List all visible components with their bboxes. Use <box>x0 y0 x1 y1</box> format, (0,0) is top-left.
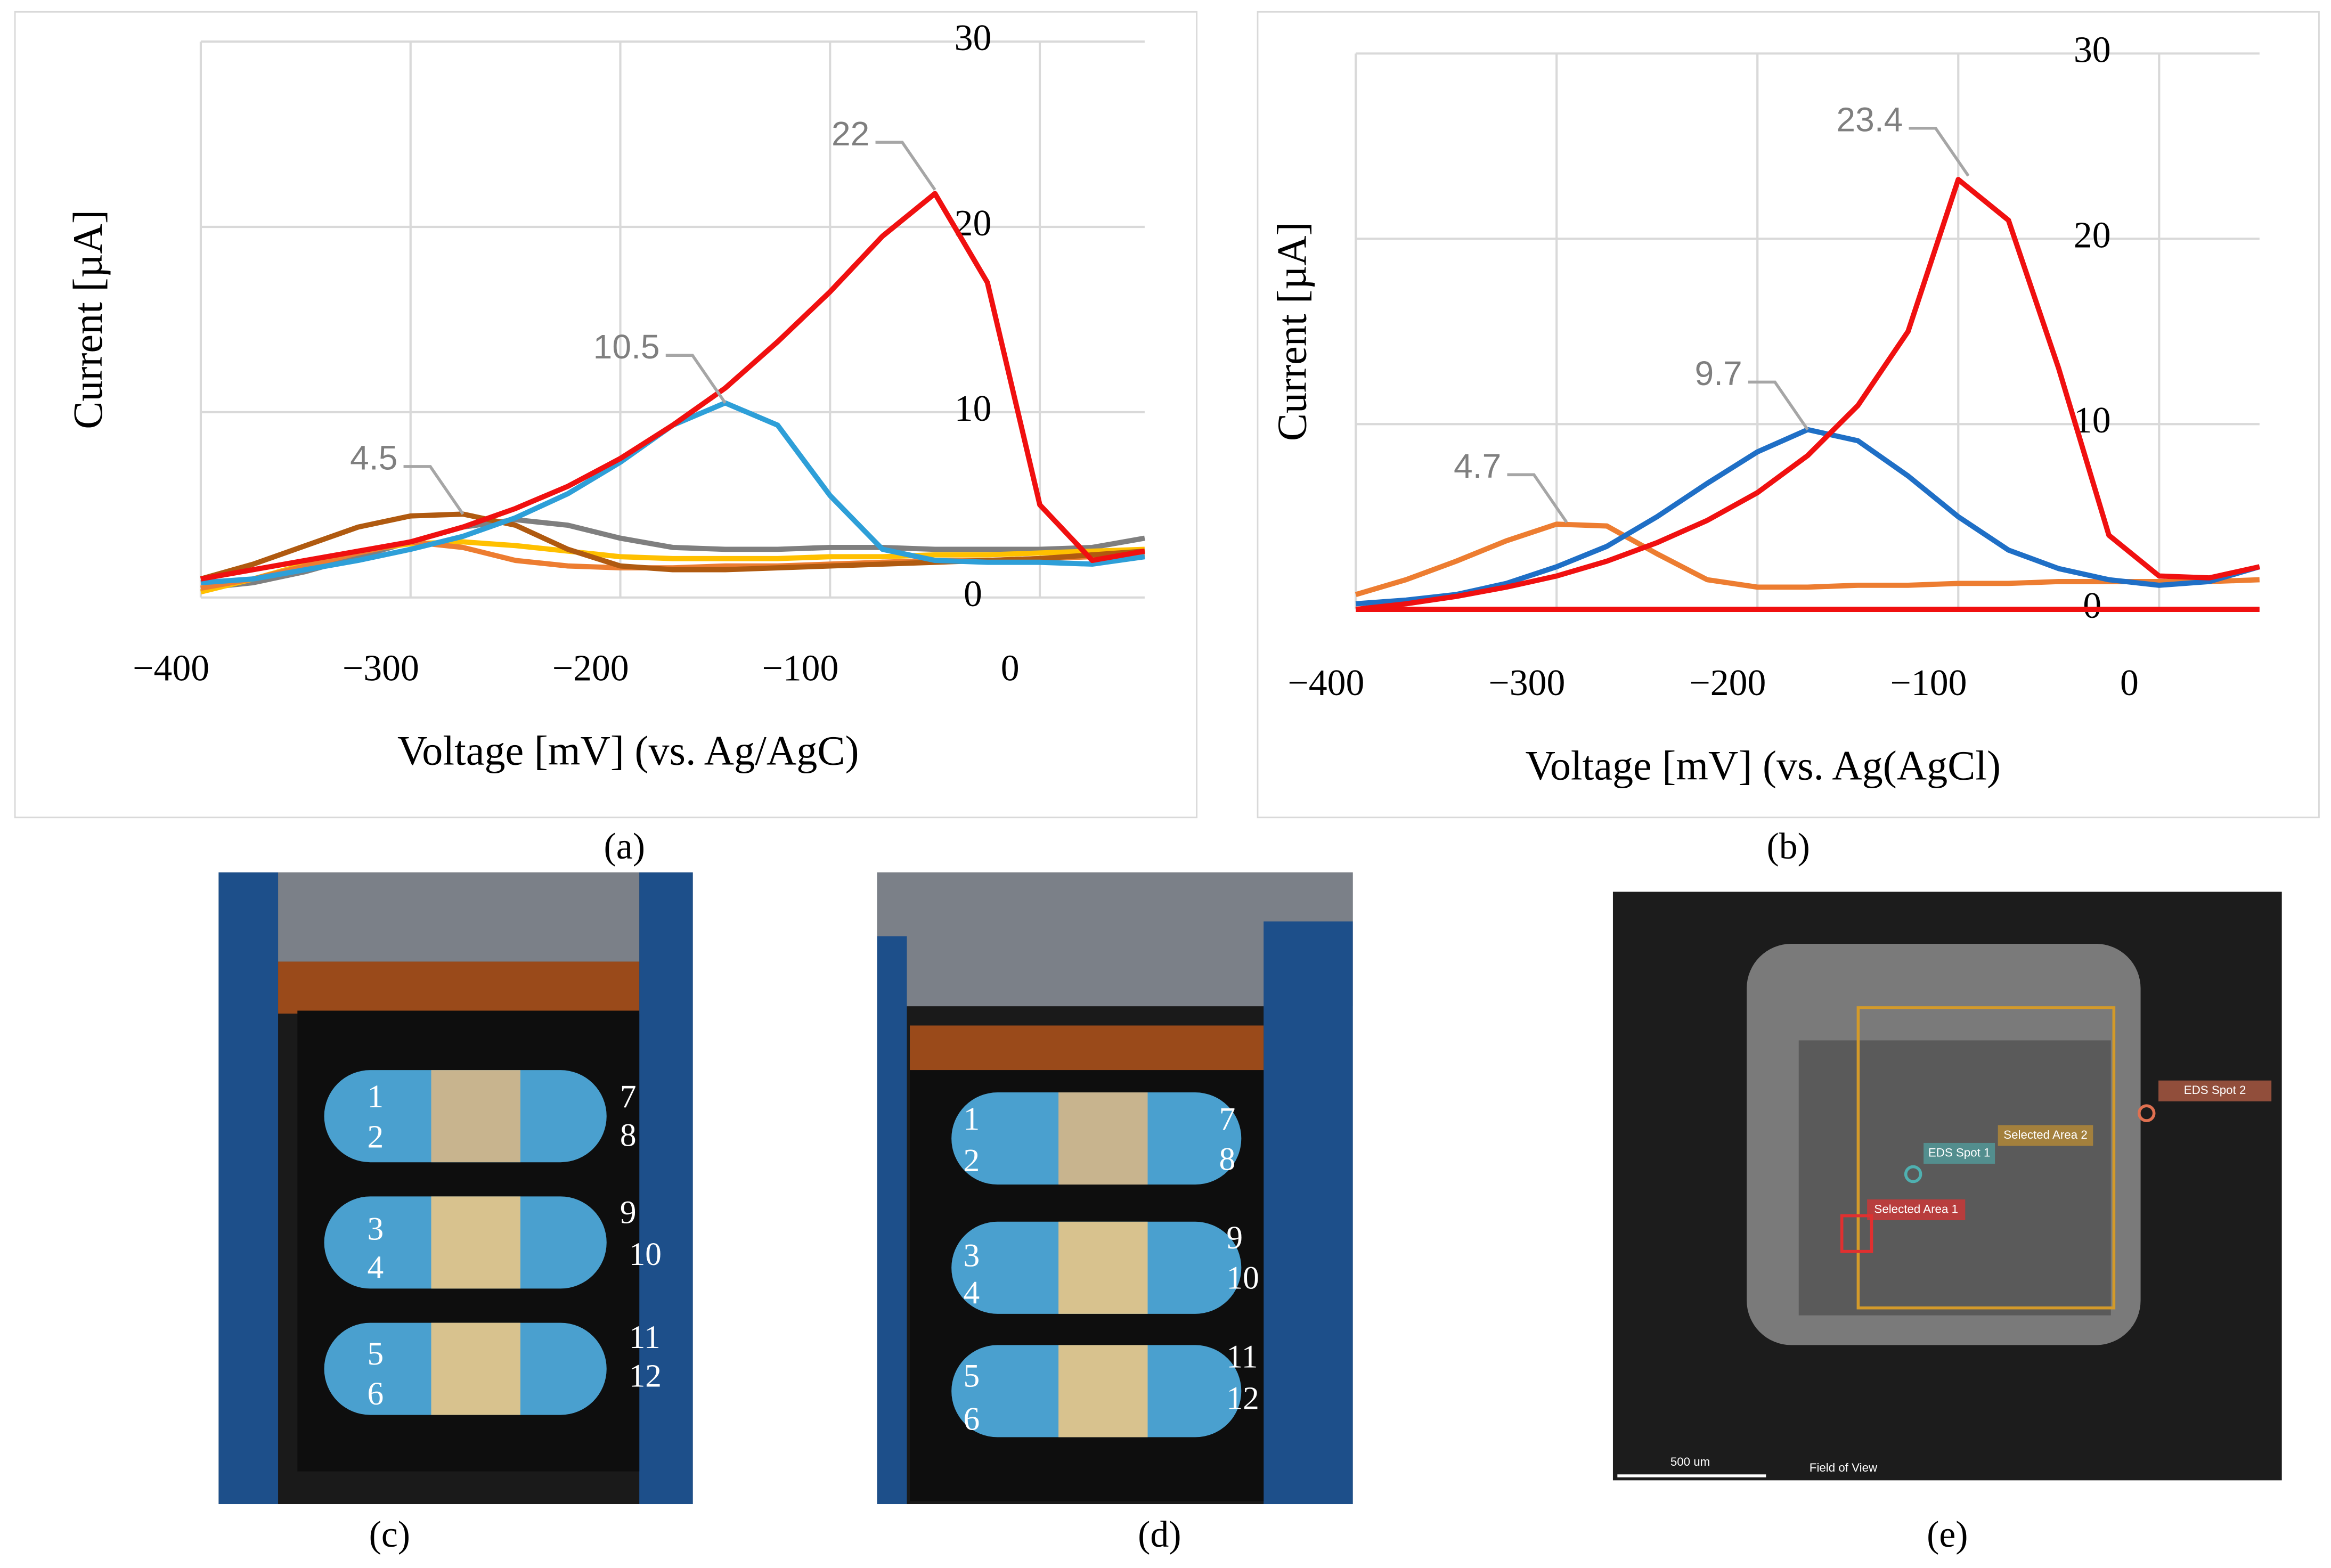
photo-e <box>1612 892 2282 1481</box>
photo-c <box>218 872 693 1505</box>
x-tick-label: −300 <box>1488 663 1565 704</box>
series-line <box>200 517 1145 591</box>
series-line <box>1355 177 2260 612</box>
photo-label: 4 <box>367 1250 384 1286</box>
photo-label: 9 <box>620 1195 637 1231</box>
photo-label: EDS Spot 1 <box>1928 1146 1991 1159</box>
panel-b-frame <box>1257 11 2320 819</box>
photo-label: 6 <box>367 1376 384 1412</box>
y-tick-label: 0 <box>964 574 982 615</box>
photo-label: 2 <box>963 1142 980 1179</box>
panel-caption: (a) <box>604 826 645 867</box>
x-tick-label: −200 <box>1689 663 1766 704</box>
photo-label: 7 <box>1219 1101 1235 1137</box>
photo-label: 2 <box>367 1118 384 1155</box>
annotation-leader <box>1909 126 1970 177</box>
x-tick-label: 0 <box>2120 663 2139 704</box>
photo-label: EDS Spot 2 <box>2184 1083 2246 1097</box>
y-tick-label: 20 <box>2074 215 2111 256</box>
photo-label: 10 <box>629 1236 662 1272</box>
x-tick-label: −100 <box>1890 663 1967 704</box>
photo-d <box>877 872 1353 1505</box>
y-tick-label: 30 <box>955 18 992 59</box>
photo-label: 6 <box>963 1401 980 1438</box>
annotation: 23.4 <box>1836 101 1903 139</box>
photo-label: 3 <box>963 1238 980 1274</box>
annotation: 4.5 <box>350 439 397 477</box>
photo-label: Field of View <box>1810 1461 1878 1474</box>
annotation: 10.5 <box>593 328 660 366</box>
annotation-leader <box>665 354 727 404</box>
annotation: 9.7 <box>1695 354 1742 393</box>
x-tick-label: −400 <box>133 648 209 689</box>
annotation-leader <box>403 465 464 515</box>
annotation-leader <box>1507 473 1568 524</box>
photo-label: 4 <box>963 1275 980 1311</box>
y-axis-title: Current [µA] <box>64 210 111 429</box>
y-tick-label: 0 <box>2083 585 2101 626</box>
panel-caption: (b) <box>1767 826 1810 867</box>
photo-label: 8 <box>1219 1141 1235 1177</box>
photo-label: 10 <box>1226 1260 1259 1296</box>
x-tick-label: −200 <box>552 648 629 689</box>
photo-label: 3 <box>367 1211 384 1247</box>
panel-caption: (c) <box>369 1514 410 1555</box>
annotation-leader <box>1748 380 1809 431</box>
x-tick-label: −400 <box>1287 663 1364 704</box>
photo-label: 9 <box>1226 1220 1243 1256</box>
photo-label: 12 <box>1226 1381 1259 1417</box>
photo-label: Selected Area 2 <box>2003 1128 2088 1141</box>
x-tick-label: −100 <box>762 648 838 689</box>
photo-label: 500 um <box>1670 1455 1710 1468</box>
x-tick-label: 0 <box>1001 648 1020 689</box>
photo-label: 5 <box>963 1358 980 1394</box>
y-tick-label: 30 <box>2074 29 2111 70</box>
photo-label: 1 <box>367 1079 384 1115</box>
photo-label: 1 <box>963 1101 980 1137</box>
photo-label: 5 <box>367 1336 384 1372</box>
series-line <box>200 191 1145 582</box>
photo-label: 7 <box>620 1079 637 1115</box>
photo-label: 11 <box>1226 1338 1258 1375</box>
x-axis-title: Voltage [mV] (vs. Ag(AgCl) <box>1526 742 2001 788</box>
annotation: 4.7 <box>1454 447 1501 485</box>
annotation-leader <box>875 141 936 191</box>
panel-a-frame <box>14 11 1197 819</box>
y-axis-title: Current [µA] <box>1269 222 1315 441</box>
photo-label: Selected Area 1 <box>1874 1202 1958 1215</box>
photo-label: 11 <box>629 1319 661 1355</box>
photo-label: 12 <box>629 1358 662 1394</box>
photo-label: 8 <box>620 1117 637 1154</box>
x-axis-title: Voltage [mV] (vs. Ag/AgC) <box>397 728 859 774</box>
panel-caption: (e) <box>1927 1514 1968 1555</box>
y-tick-label: 10 <box>955 388 992 429</box>
annotation: 22 <box>832 115 869 153</box>
panel-caption: (d) <box>1138 1514 1181 1555</box>
x-tick-label: −300 <box>343 648 419 689</box>
